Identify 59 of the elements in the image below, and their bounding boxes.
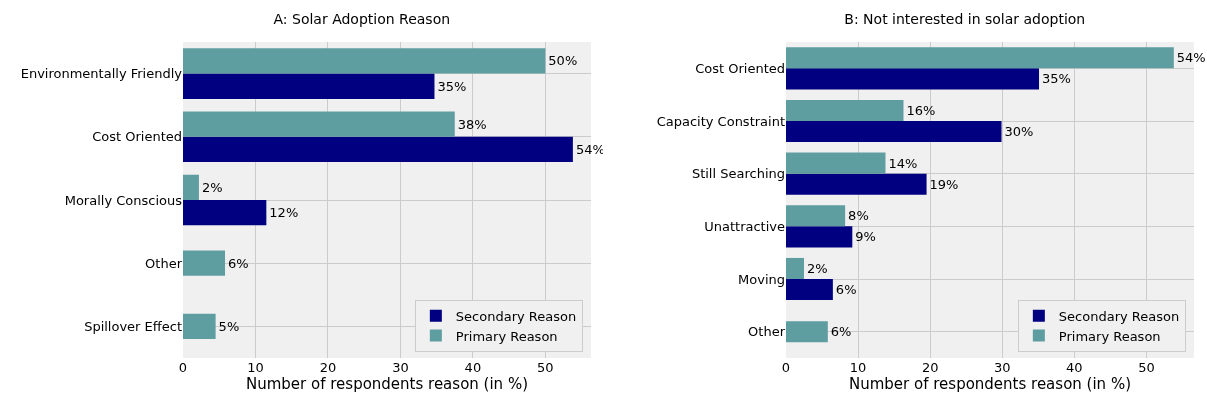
data-label: 16% [906,102,936,118]
y-tick-label: Spillover Effect [84,318,182,334]
bar [786,68,1040,90]
data-label: 5% [218,318,240,334]
y-tick-label: Cost Oriented [695,60,785,76]
y-tick-label: Cost Oriented [92,129,182,145]
x-tick-label: 30 [392,360,409,375]
data-label: 9% [855,229,876,245]
bar [786,47,1174,69]
x-tick-label: 30 [993,360,1011,375]
y-tick-label: Morally Conscious [64,192,183,208]
data-label: 54% [1176,50,1206,66]
data-label: 19% [929,176,959,192]
bar [786,121,1002,143]
bar [786,279,833,301]
x-tick-label: 0 [178,360,188,375]
bar [786,257,805,279]
x-axis-title: Number of respondents reason (in %) [246,375,528,393]
data-label: 35% [1042,71,1071,87]
y-tick-label: Unattractive [704,218,785,234]
legend-label: Primary Reason [455,328,558,344]
x-axis-title: Number of respondents reason (in %) [849,375,1131,393]
data-label: 38% [457,116,487,132]
y-tick-label: Moving [738,271,785,287]
data-label: 6% [835,282,857,298]
data-label: 6% [228,255,249,271]
x-tick-label: 40 [464,360,482,375]
bar [786,173,927,195]
x-tick-label: 0 [781,360,791,375]
legend-label: Primary Reason [1058,328,1161,344]
x-tick-label: 10 [849,360,867,375]
data-label: 2% [807,260,828,276]
y-tick-label: Capacity Constraint [656,113,785,129]
bar [786,205,846,227]
data-label: 6% [830,324,852,340]
data-label: 30% [1004,124,1034,140]
legend-label: Secondary Reason [455,308,577,324]
x-tick-label: 20 [319,360,337,375]
bar [786,99,904,121]
data-label: 12% [269,205,299,221]
data-label: 2% [201,179,223,195]
bar [786,226,853,248]
y-tick-label: Other [748,324,786,340]
y-tick-label: Still Searching [691,166,785,182]
chart-title: B: Not interested in solar adoption [844,10,1086,27]
y-tick-label: Environmentally Friendly [20,66,183,82]
x-tick-label: 50 [1138,360,1155,375]
data-label: 35% [437,78,467,94]
x-tick-label: 50 [537,360,554,375]
chart-title: A: Solar Adoption Reason [273,10,451,27]
x-tick-label: 10 [247,360,264,375]
data-label: 50% [548,53,578,69]
y-tick-label: Other [145,255,183,271]
x-tick-label: 40 [1066,360,1083,375]
data-label: 8% [848,208,869,224]
x-tick-label: 20 [921,360,939,375]
data-label: 14% [888,155,918,171]
legend-label: Secondary Reason [1058,308,1180,324]
bar [786,152,886,174]
